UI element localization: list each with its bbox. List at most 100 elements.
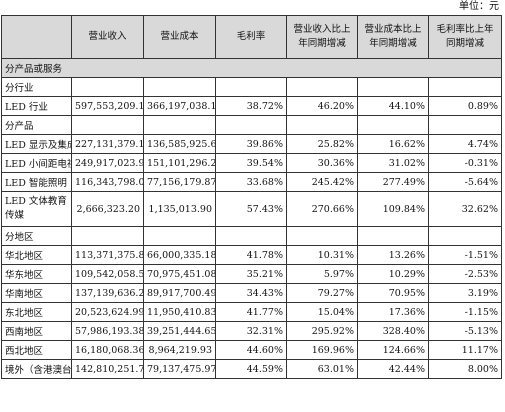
table-row: LED 智能照明 116,343,798.01 77,156,179.87 33… (1, 172, 502, 192)
cost-cell: 77,156,179.87 (143, 172, 216, 192)
row-label: LED 小间距电视 (1, 153, 72, 173)
cost-change-cell: 17.36% (357, 302, 429, 322)
margin-cell: 38.72% (215, 96, 287, 116)
section-row: 分产品或服务 (1, 58, 502, 78)
cost-change-cell: 277.49% (357, 172, 429, 192)
header-cell: 营业成本 (143, 15, 216, 59)
table-row: 境外（含港澳台） 142,810,251.75 79,137,475.97 44… (1, 359, 502, 379)
cost-cell: 66,000,335.18 (143, 245, 216, 265)
margin-change-cell: -5.13% (428, 321, 502, 341)
table-row: 西南地区 57,986,193.38 39,251,444.65 32.31% … (1, 321, 502, 341)
cost-cell: 39,251,444.65 (143, 321, 216, 341)
margin-change-cell: -1.15% (428, 302, 502, 322)
table-row: 华东地区 109,542,058.55 70,975,451.08 35.21%… (1, 264, 502, 284)
row-label: LED 行业 (1, 96, 72, 116)
revenue-cell: 597,553,209.11 (71, 96, 144, 116)
cost-change-cell: 16.62% (357, 134, 429, 154)
cost-cell: 136,585,925.69 (143, 134, 216, 154)
row-label: 西北地区 (1, 340, 72, 360)
revenue-change-cell: 5.97% (286, 264, 358, 284)
section-title: 分产品或服务 (1, 58, 502, 78)
header-cell: 毛利率比上年同期增减 (428, 15, 502, 59)
cost-cell: 8,964,219.93 (143, 340, 216, 360)
cost-change-cell: 124.66% (357, 340, 429, 360)
cost-cell: 89,917,700.49 (143, 283, 216, 303)
margin-cell: 34.43% (215, 283, 287, 303)
margin-cell: 41.78% (215, 245, 287, 265)
table-row: 华南地区 137,139,636.24 89,917,700.49 34.43%… (1, 283, 502, 303)
cost-cell: 11,950,410.83 (143, 302, 216, 322)
header-cell (1, 15, 72, 59)
margin-change-cell: 4.74% (428, 134, 502, 154)
cost-change-cell: 109.84% (357, 191, 429, 227)
revenue-cell: 113,371,375.84 (71, 245, 144, 265)
group-title: 分行业 (1, 77, 72, 97)
header-cell: 营业收入 (71, 15, 144, 59)
margin-change-cell: 8.00% (428, 359, 502, 379)
margin-change-cell: -0.31% (428, 153, 502, 173)
revenue-change-cell: 15.04% (286, 302, 358, 322)
cost-change-cell: 31.02% (357, 153, 429, 173)
row-label: 境外（含港澳台） (1, 359, 72, 379)
row-label: 华东地区 (1, 264, 72, 284)
table-row: LED 行业 597,553,209.11 366,197,038.13 38.… (1, 96, 502, 116)
margin-cell: 44.59% (215, 359, 287, 379)
revenue-change-cell: 79.27% (286, 283, 358, 303)
revenue-cell: 20,523,624.99 (71, 302, 144, 322)
cost-change-cell: 13.26% (357, 245, 429, 265)
revenue-change-cell: 30.36% (286, 153, 358, 173)
revenue-cell: 142,810,251.75 (71, 359, 144, 379)
group-row: 分产品 (1, 115, 502, 135)
cost-change-cell: 10.29% (357, 264, 429, 284)
row-label: LED 显示及集成 (1, 134, 72, 154)
cost-cell: 366,197,038.13 (143, 96, 216, 116)
margin-change-cell: -2.53% (428, 264, 502, 284)
cost-cell: 70,975,451.08 (143, 264, 216, 284)
group-row: 分地区 (1, 226, 502, 246)
margin-cell: 41.77% (215, 302, 287, 322)
revenue-cell: 16,180,068.36 (71, 340, 144, 360)
cost-change-cell: 70.95% (357, 283, 429, 303)
margin-change-cell: -1.51% (428, 245, 502, 265)
cost-cell: 1,135,013.90 (143, 191, 216, 227)
revenue-cell: 109,542,058.55 (71, 264, 144, 284)
table-row: 华北地区 113,371,375.84 66,000,335.18 41.78%… (1, 245, 502, 265)
row-label: LED 文体教育传媒 (1, 191, 72, 227)
revenue-change-cell: 46.20% (286, 96, 358, 116)
table-row: LED 显示及集成 227,131,379.14 136,585,925.69 … (1, 134, 502, 154)
margin-cell: 39.54% (215, 153, 287, 173)
header-cell: 毛利率 (215, 15, 287, 59)
unit-label: 单位：元 (459, 1, 499, 12)
margin-cell: 39.86% (215, 134, 287, 154)
revenue-cell: 249,917,023.95 (71, 153, 144, 173)
cost-change-cell: 328.40% (357, 321, 429, 341)
cost-cell: 151,101,296.22 (143, 153, 216, 173)
revenue-change-cell: 10.31% (286, 245, 358, 265)
header-cell: 营业收入比上年同期增减 (286, 15, 358, 59)
group-title: 分地区 (1, 226, 72, 246)
revenue-cell: 227,131,379.14 (71, 134, 144, 154)
margin-cell: 57.43% (215, 191, 287, 227)
row-label: LED 智能照明 (1, 172, 72, 192)
row-label: 华北地区 (1, 245, 72, 265)
group-row: 分行业 (1, 77, 502, 97)
cost-cell: 79,137,475.97 (143, 359, 216, 379)
revenue-change-cell: 245.42% (286, 172, 358, 192)
group-title: 分产品 (1, 115, 72, 135)
table-row: 东北地区 20,523,624.99 11,950,410.83 41.77% … (1, 302, 502, 322)
margin-change-cell: 0.89% (428, 96, 502, 116)
row-label: 东北地区 (1, 302, 72, 322)
revenue-cell: 137,139,636.24 (71, 283, 144, 303)
margin-change-cell: 11.17% (428, 340, 502, 360)
header-row: 营业收入 营业成本 毛利率 营业收入比上年同期增减 营业成本比上年同期增减 毛利… (1, 15, 502, 59)
margin-cell: 32.31% (215, 321, 287, 341)
margin-change-cell: 3.19% (428, 283, 502, 303)
cost-change-cell: 44.10% (357, 96, 429, 116)
table-row: LED 小间距电视 249,917,023.95 151,101,296.22 … (1, 153, 502, 173)
margin-cell: 33.68% (215, 172, 287, 192)
revenue-change-cell: 270.66% (286, 191, 358, 227)
revenue-breakdown-table: 营业收入 营业成本 毛利率 营业收入比上年同期增减 营业成本比上年同期增减 毛利… (1, 15, 502, 379)
table-row: 西北地区 16,180,068.36 8,964,219.93 44.60% 1… (1, 340, 502, 360)
revenue-cell: 2,666,323.20 (71, 191, 144, 227)
revenue-cell: 116,343,798.01 (71, 172, 144, 192)
